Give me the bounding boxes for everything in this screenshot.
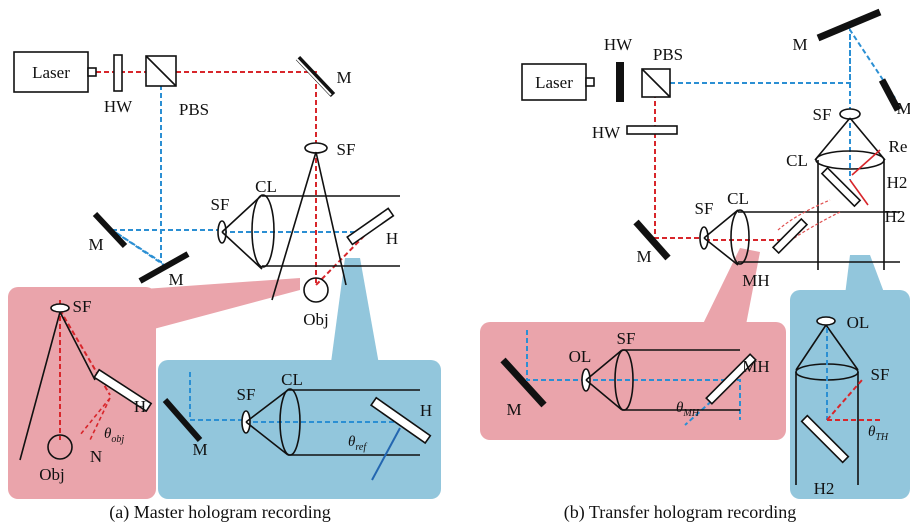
half-wave-plate xyxy=(114,55,122,91)
mirror xyxy=(296,58,331,95)
label: M xyxy=(896,99,910,118)
label: SF xyxy=(617,329,636,348)
label: OL xyxy=(847,313,870,332)
panel-b: HW PBS M Laser M SF Re HW CL H2 SF CL H2… xyxy=(480,12,910,523)
spatial-filter xyxy=(840,109,860,119)
label: H2 xyxy=(814,479,835,498)
label: H2 xyxy=(885,207,906,226)
half-wave-plate xyxy=(627,126,677,134)
diagram: Laser HW PBS M SF SF CL H M M Obj SF H O… xyxy=(0,0,910,526)
label: Obj xyxy=(39,465,65,484)
spatial-filter xyxy=(51,304,69,312)
label: M xyxy=(336,68,351,87)
label: Re xyxy=(889,137,908,156)
half-wave-plate xyxy=(616,62,624,102)
label: H xyxy=(134,397,146,416)
label: CL xyxy=(281,370,303,389)
callout xyxy=(330,258,380,370)
label: SF xyxy=(813,105,832,124)
label: SF xyxy=(871,365,890,384)
label: M xyxy=(88,235,103,254)
label: Laser xyxy=(32,63,70,82)
label: SF xyxy=(695,199,714,218)
label: MH xyxy=(742,271,769,290)
beam xyxy=(316,150,370,285)
label: PBS xyxy=(179,100,209,119)
caption: (b) Transfer hologram recording xyxy=(564,502,796,523)
label: HW xyxy=(104,97,133,116)
label: M xyxy=(636,247,651,266)
rays xyxy=(272,152,346,300)
callout xyxy=(845,255,885,295)
label: HW xyxy=(604,35,633,54)
label: H2 xyxy=(887,173,908,192)
connector xyxy=(586,78,594,86)
label: M xyxy=(506,400,521,419)
label: Laser xyxy=(535,73,573,92)
label: SF xyxy=(237,385,256,404)
master-hologram xyxy=(773,219,807,253)
label: PBS xyxy=(653,45,683,64)
label: CL xyxy=(727,189,749,208)
beam xyxy=(670,30,895,180)
label: SF xyxy=(211,195,230,214)
label: H xyxy=(420,401,432,420)
spatial-filter xyxy=(305,143,327,153)
label: SF xyxy=(337,140,356,159)
label: M xyxy=(192,440,207,459)
label: M xyxy=(168,270,183,289)
label: CL xyxy=(786,151,808,170)
panel-a: Laser HW PBS M SF SF CL H M M Obj SF H O… xyxy=(8,52,441,523)
rays xyxy=(770,118,900,270)
label: CL xyxy=(255,177,277,196)
beam xyxy=(112,85,370,265)
label: H xyxy=(386,229,398,248)
label: MH xyxy=(742,357,769,376)
caption: (a) Master hologram recording xyxy=(109,502,330,523)
label: HW xyxy=(592,123,621,142)
beam xyxy=(650,85,790,240)
label: M xyxy=(792,35,807,54)
objective-lens xyxy=(817,317,835,325)
label: SF xyxy=(73,297,92,316)
connector xyxy=(88,68,96,76)
label: Obj xyxy=(303,310,329,329)
label: OL xyxy=(569,347,592,366)
label: N xyxy=(90,447,102,466)
mirror xyxy=(298,58,333,95)
